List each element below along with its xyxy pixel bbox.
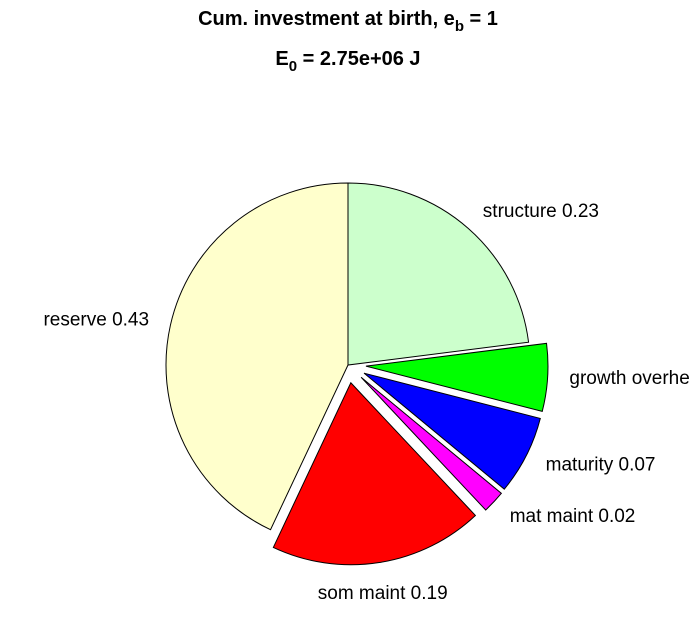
title-sub: b [455, 18, 464, 35]
pie-slice [347, 182, 530, 366]
chart-subtitle: E0 = 2.75e+06 J [275, 48, 420, 75]
chart-title: Cum. investment at birth, eb = 1 [198, 8, 498, 35]
pie-slice [165, 182, 349, 531]
slice-label: structure 0.23 [483, 201, 599, 222]
subtitle-part: = 2.75e+06 J [297, 48, 420, 70]
pie-slice [363, 372, 541, 490]
slice-label: growth overhe [569, 368, 689, 389]
slice-label: som maint 0.19 [318, 583, 448, 604]
slice-label: maturity 0.07 [546, 455, 656, 476]
pie-slice [360, 376, 503, 511]
slice-label: mat maint 0.02 [510, 506, 636, 527]
pie-slice [272, 381, 477, 566]
pie-slice [365, 342, 549, 413]
subtitle-part: E [275, 48, 288, 70]
title-part: Cum. investment at birth, e [198, 8, 455, 30]
subtitle-sub: 0 [289, 58, 297, 75]
title-part: = 1 [464, 8, 498, 30]
slice-label: reserve 0.43 [43, 310, 149, 331]
